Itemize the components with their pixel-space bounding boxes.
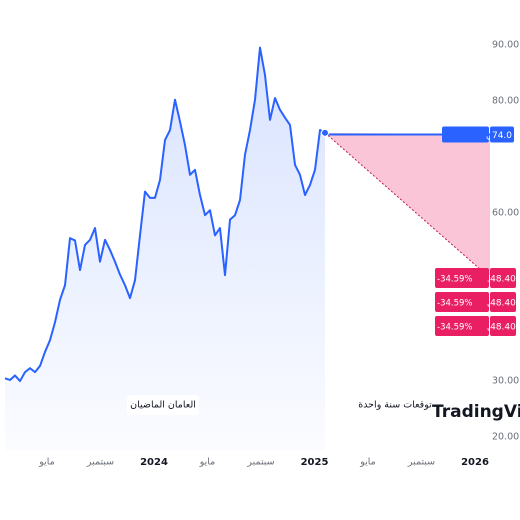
current-value: 74.0 <box>492 131 512 141</box>
forecast-label-bg <box>435 315 489 336</box>
forecast-line <box>324 132 491 279</box>
forecast-value: 48.40 <box>490 298 516 308</box>
y-tick-label: 30.00 <box>492 376 519 387</box>
y-tick-label: 60.00 <box>492 207 519 218</box>
current-value-bg <box>490 126 514 143</box>
x-tick-label: مايو <box>359 457 376 468</box>
past-label: العامان الماضيان <box>130 400 196 411</box>
y-tick-label: 80.00 <box>492 95 519 106</box>
watermark: TradingView <box>432 402 520 422</box>
x-tick-label: 2026 <box>461 457 489 468</box>
forecast-value-bg <box>490 291 516 312</box>
forecast-label-bg <box>435 291 489 312</box>
x-tick-label: 2025 <box>301 457 329 468</box>
forecast-label-bg <box>359 395 431 415</box>
x-tick-label: سبتمبر <box>86 457 114 468</box>
y-tick-label: 90.00 <box>492 39 519 50</box>
x-tick-label: مايو <box>199 457 216 468</box>
last-point <box>321 128 329 137</box>
forecast-value: 48.40 <box>490 274 516 284</box>
forecast-change: -34.59% <box>437 298 472 308</box>
x-tick-label: سبتمبر <box>407 457 435 468</box>
forecast-value-bg <box>490 267 516 288</box>
x-tick-label: سبتمبر <box>246 457 274 468</box>
forecast-label-bg <box>435 267 489 288</box>
x-tick-label: مايو <box>38 457 55 468</box>
current-label-bg <box>442 126 489 143</box>
forecast-value: 48.40 <box>490 322 516 332</box>
forecast-change: -34.59% <box>437 322 472 332</box>
y-tick-label: 20.00 <box>492 432 519 443</box>
forecast-label: توقعات سنة واحدة <box>358 400 432 411</box>
past-label-bg <box>127 395 199 415</box>
forecast-value-bg <box>490 315 516 336</box>
x-tick-label: 2024 <box>140 457 168 468</box>
area-fill <box>5 47 325 450</box>
forecast-change: -34.59% <box>437 274 472 284</box>
price-line <box>4 46 326 383</box>
